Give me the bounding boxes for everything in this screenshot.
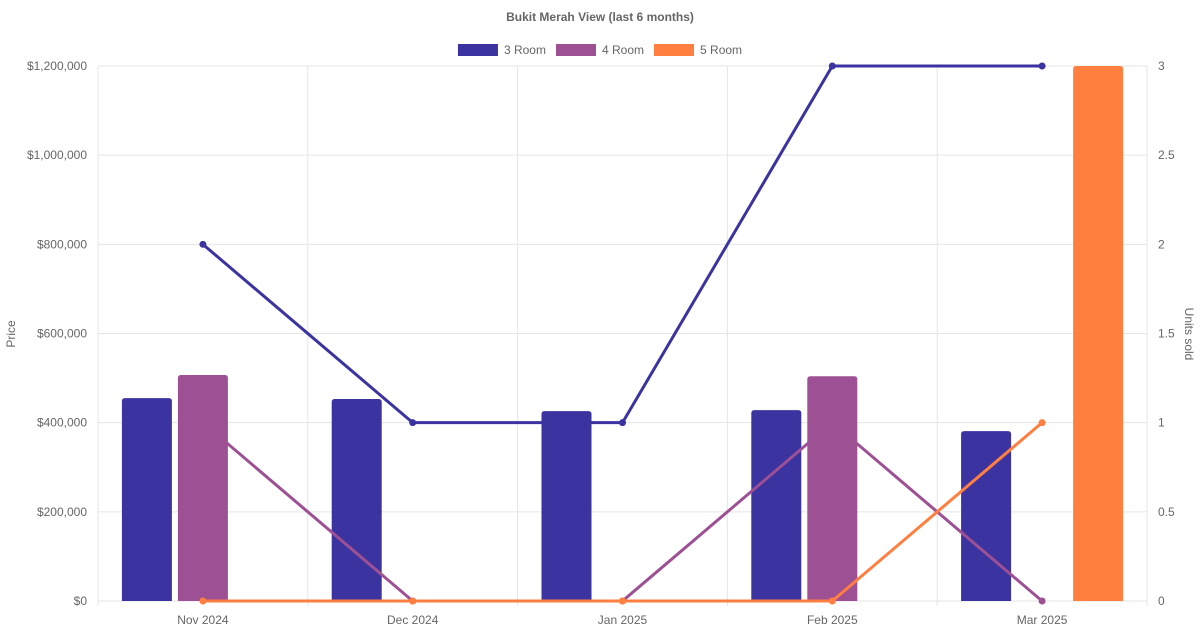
y-right-tick-label: 2 (1158, 237, 1165, 251)
x-tick-label: Jan 2025 (598, 613, 648, 627)
y-right-tick-label: 1 (1158, 416, 1165, 430)
y-right-axis-title: Units sold (1182, 308, 1196, 361)
bar-3-room (961, 431, 1012, 601)
point-4-room (1038, 597, 1046, 605)
y-left-tick-label: $800,000 (37, 237, 87, 251)
x-tick-label: Feb 2025 (807, 613, 858, 627)
point-3-room (828, 62, 836, 70)
y-left-tick-label: $0 (74, 594, 88, 608)
y-left-tick-label: $200,000 (37, 505, 87, 519)
y-right-tick-label: 3 (1158, 59, 1165, 73)
axes: $0 $200,000 $400,000 $600,000 $800,000 $1,000… (27, 59, 1175, 627)
bar-3-room (751, 410, 802, 601)
y-left-axis-title: Price (4, 320, 18, 348)
legend-label: 5 Room (700, 43, 742, 57)
legend-label: 4 Room (602, 43, 644, 57)
bar-3-room (121, 398, 172, 601)
bar-4-room (807, 376, 858, 601)
bar-4-room (177, 374, 228, 601)
bar-5-room (1073, 66, 1124, 601)
point-5-room (409, 597, 417, 605)
point-4-room (199, 419, 207, 427)
y-left-tick-label: $400,000 (37, 416, 87, 430)
point-5-room (199, 597, 207, 605)
x-tick-label: Mar 2025 (1017, 613, 1068, 627)
bars (121, 66, 1124, 601)
bar-3-room (331, 399, 382, 601)
legend-swatch (654, 44, 695, 56)
gridlines (97, 65, 1148, 606)
y-right-tick-label: 2.5 (1158, 148, 1175, 162)
x-tick-label: Nov 2024 (177, 613, 229, 627)
legend: 3 Room 4 Room 5 Room (457, 43, 742, 57)
y-right-tick-label: 0 (1158, 594, 1165, 608)
point-5-room (1038, 419, 1046, 427)
y-right-tick-label: 1.5 (1158, 327, 1175, 341)
x-tick-label: Dec 2024 (387, 613, 439, 627)
bar-3-room (541, 411, 592, 601)
point-3-room (199, 240, 207, 248)
y-left-tick-label: $1,000,000 (27, 148, 87, 162)
y-left-tick-label: $600,000 (37, 327, 87, 341)
y-right-tick-label: 0.5 (1158, 505, 1175, 519)
point-3-room (1038, 62, 1046, 70)
legend-label: 3 Room (504, 43, 546, 57)
point-5-room (828, 597, 836, 605)
point-3-room (409, 419, 417, 427)
legend-swatch (555, 44, 596, 56)
unit-lines (199, 62, 1046, 605)
legend-swatch (457, 44, 498, 56)
y-left-tick-label: $1,200,000 (27, 59, 87, 73)
point-4-room (828, 419, 836, 427)
point-5-room (619, 597, 626, 605)
chart-title: Bukit Merah View (last 6 months) (506, 10, 694, 24)
point-3-room (619, 419, 626, 427)
